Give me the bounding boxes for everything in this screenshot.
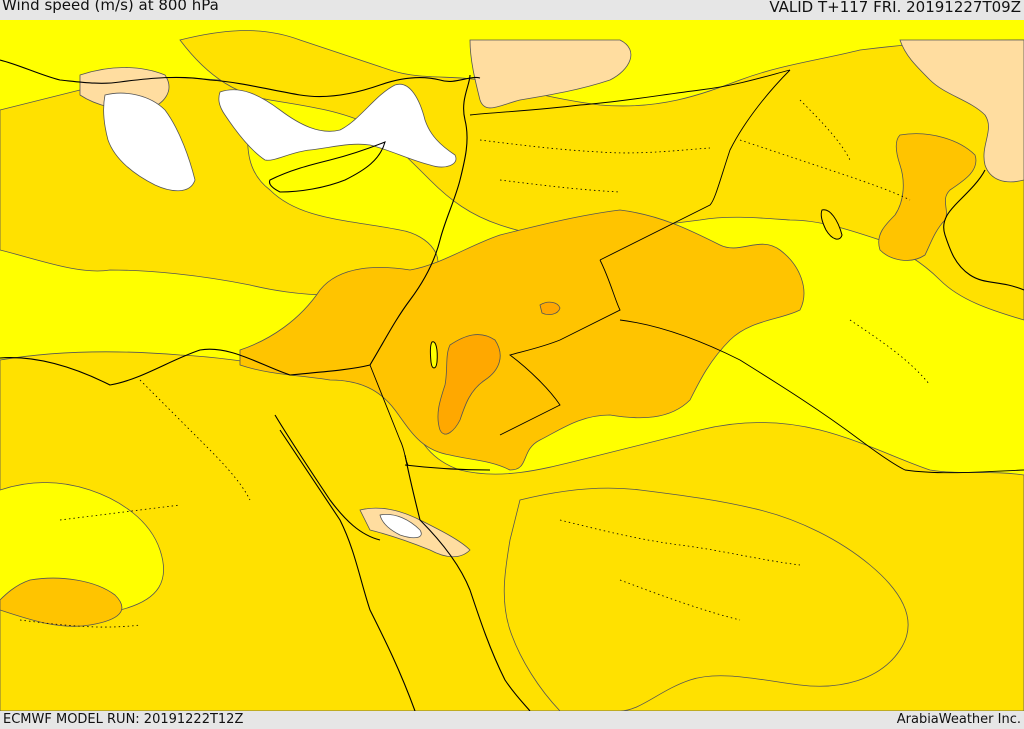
footer-bar: ECMWF MODEL RUN: 20191222T12Z ArabiaWeat… — [0, 711, 1024, 729]
coastline-red-sea-east — [404, 454, 531, 711]
map-area — [0, 20, 1024, 711]
band-dark-orange-small — [539, 301, 561, 315]
band-pale-northeast — [899, 39, 1024, 183]
model-run: ECMWF MODEL RUN: 20191222T12Z — [3, 712, 244, 727]
border-saudi-south — [904, 469, 1024, 474]
band-white-med — [218, 83, 457, 168]
valid-time: VALID T+117 FRI. 20191227T09Z — [769, 0, 1021, 16]
band-orange-west — [0, 577, 123, 627]
band-orange-levant — [239, 209, 805, 471]
internal-border-egypt — [19, 379, 251, 628]
coastline-med-south — [0, 74, 471, 386]
coastline-turkey — [0, 59, 481, 98]
internal-border-arabia — [559, 319, 931, 621]
border-egypt-sudan — [404, 464, 491, 471]
coastline-cyprus — [268, 141, 386, 193]
band-dark-orange-core — [437, 334, 501, 435]
band-pale-north-center — [469, 39, 632, 109]
border-jordan-iraq-saudi — [499, 259, 621, 436]
map-title: Wind speed (m/s) at 800 hPa — [2, 0, 219, 14]
lake-tharthar — [820, 209, 843, 240]
band-white-aqaba — [379, 513, 422, 539]
band-light-orange-arabia — [503, 487, 909, 711]
coastline-persian-gulf — [943, 169, 1024, 291]
border-syria-iraq — [599, 69, 791, 261]
band-white-anatolia — [103, 92, 196, 192]
coastline-red-sea-west — [279, 429, 416, 711]
credit: ArabiaWeather Inc. — [896, 712, 1021, 727]
internal-border-syria — [479, 139, 711, 193]
dead-sea — [429, 341, 438, 369]
band-orange-iraq — [878, 133, 977, 261]
title-bar: Wind speed (m/s) at 800 hPa VALID T+117 … — [0, 0, 1024, 20]
internal-border-iraq — [739, 99, 911, 201]
border-turkey-syria — [469, 69, 791, 116]
border-egypt-sinai — [369, 364, 409, 466]
wind-speed-map — [0, 20, 1024, 711]
coastline-gulf-of-suez — [274, 414, 381, 541]
border-iraq-saudi — [619, 319, 906, 471]
